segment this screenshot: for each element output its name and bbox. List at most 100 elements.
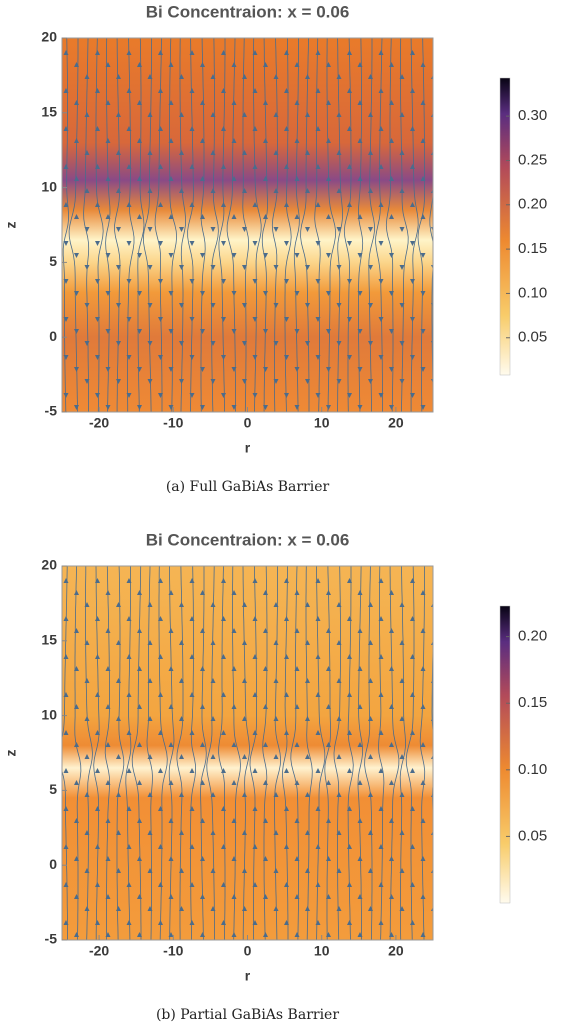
stream-arrow (273, 906, 279, 911)
stream-arrow (200, 253, 205, 258)
stream-arrow (263, 666, 268, 671)
stream-arrow (294, 628, 300, 633)
stream-arrow (158, 730, 163, 735)
stream-arrow (336, 830, 342, 835)
stream-arrow (126, 806, 132, 811)
stream-arrow (420, 138, 426, 143)
stream-arrow (105, 628, 111, 633)
stream-arrow (200, 932, 205, 937)
stream-arrow (63, 730, 69, 735)
stream-arrow (221, 806, 226, 811)
stream-arrow (116, 150, 121, 155)
stream-arrow (420, 100, 426, 105)
stream-arrow (231, 176, 237, 181)
stream-arrow (368, 602, 373, 607)
stream-arrow (263, 704, 268, 709)
stream-arrow (378, 806, 384, 811)
stream-arrow (263, 405, 268, 410)
stream-arrow (179, 754, 184, 759)
y-tick-label: -5 (45, 931, 58, 947)
stream-arrow (200, 628, 205, 633)
stream-arrow (273, 678, 279, 683)
stream-arrow (294, 780, 300, 785)
stream-arrow (357, 742, 363, 747)
stream-arrow (221, 241, 226, 246)
stream-arrow (116, 341, 121, 346)
y-tick-label: 0 (49, 856, 57, 872)
stream-arrow (179, 150, 184, 155)
stream-arrow (95, 730, 100, 735)
stream-arrow (326, 856, 331, 861)
stream-arrow (126, 317, 132, 322)
colorbar (499, 605, 511, 904)
stream-arrow (168, 367, 174, 372)
stream-arrow (389, 894, 394, 899)
stream-arrow (357, 405, 363, 410)
stream-arrow (116, 188, 121, 193)
stream-arrow (326, 666, 331, 671)
stream-arrow (273, 265, 279, 270)
stream-arrow (158, 279, 163, 284)
y-tick-label: 5 (49, 253, 57, 269)
stream-arrow (273, 150, 279, 155)
stream-arrow (147, 640, 153, 645)
stream-arrow (105, 704, 111, 709)
stream-arrow (95, 578, 100, 583)
stream-arrow (179, 640, 184, 645)
streamline (410, 38, 419, 412)
stream-arrow (263, 856, 268, 861)
stream-arrow (210, 188, 216, 193)
stream-arrow (357, 291, 363, 296)
stream-arrow (368, 379, 373, 384)
streamline (284, 38, 292, 412)
streamline (324, 566, 331, 940)
stream-arrow (305, 227, 310, 232)
stream-arrow (305, 265, 310, 270)
stream-arrow (137, 253, 142, 258)
stream-arrow (95, 317, 100, 322)
stream-arrow (63, 692, 69, 697)
stream-arrow (357, 367, 363, 372)
stream-arrow (179, 188, 184, 193)
streamline (105, 38, 111, 412)
stream-arrow (147, 379, 153, 384)
stream-arrow (221, 279, 226, 284)
stream-arrow (399, 678, 405, 683)
streamline (226, 38, 236, 412)
stream-arrow (168, 329, 174, 334)
stream-arrow (105, 742, 111, 747)
stream-arrow (399, 906, 405, 911)
stream-arrow (326, 176, 331, 181)
stream-arrow (63, 279, 69, 284)
stream-arrow (294, 138, 300, 143)
stream-arrow (168, 894, 174, 899)
stream-arrow (147, 150, 153, 155)
streamline (242, 38, 250, 412)
stream-arrow (368, 74, 373, 79)
stream-arrow (294, 291, 300, 296)
stream-arrow (315, 164, 321, 169)
streamline (154, 38, 163, 412)
stream-arrow (63, 355, 69, 360)
stream-arrow (168, 214, 174, 219)
stream-arrow (105, 856, 111, 861)
stream-arrow (347, 882, 352, 887)
colorbar (499, 77, 511, 376)
stream-arrow (336, 792, 342, 797)
stream-arrow (210, 640, 216, 645)
stream-arrow (84, 150, 90, 155)
stream-arrow (410, 202, 415, 207)
stream-arrow (221, 164, 226, 169)
stream-arrow (63, 578, 69, 583)
stream-arrow (326, 704, 331, 709)
streamline (125, 566, 132, 940)
streamline (142, 38, 152, 412)
stream-arrow (347, 279, 352, 284)
stream-arrow (305, 303, 310, 308)
stream-arrow (378, 692, 384, 697)
stream-arrow (200, 742, 205, 747)
stream-arrow (357, 666, 363, 671)
stream-arrow (210, 754, 216, 759)
stream-arrow (305, 868, 310, 873)
stream-arrow (189, 88, 195, 93)
